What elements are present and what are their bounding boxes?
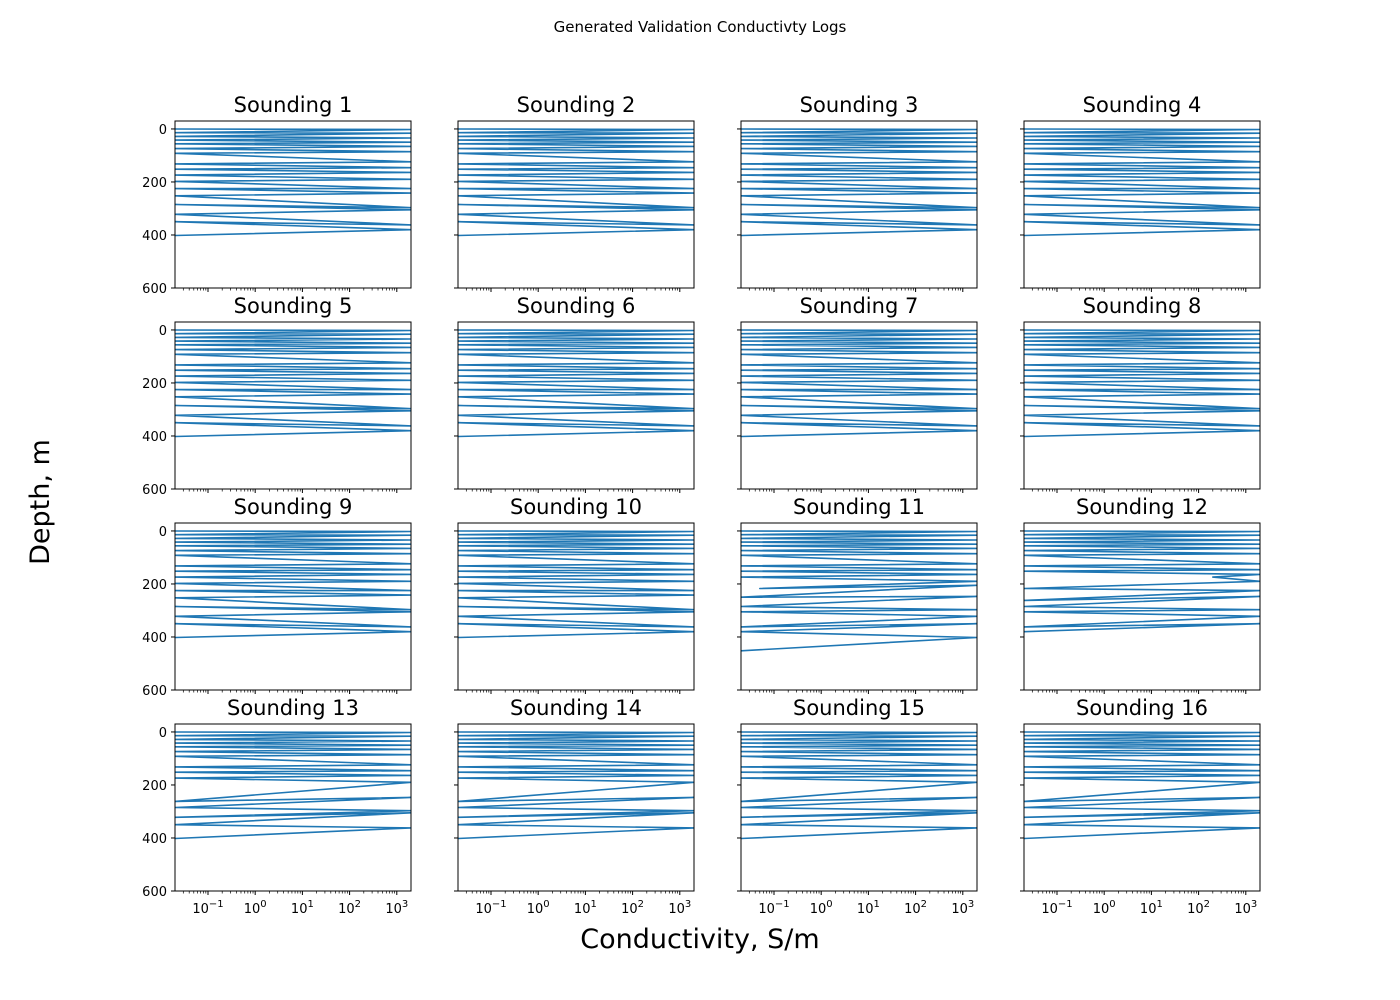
subplot-sounding-10: Sounding 10 — [454, 495, 695, 694]
panel-title-sounding-5: Sounding 5 — [234, 294, 353, 318]
subplot-sounding-6: Sounding 6 — [454, 294, 695, 493]
panel-title-sounding-10: Sounding 10 — [510, 495, 642, 519]
conductivity-log-line-sounding-3 — [741, 128, 977, 237]
subplot-sounding-5: Sounding 5 0 200 400 600 — [142, 294, 412, 498]
y-tick-label: 600 — [142, 483, 167, 498]
axes-frame-sounding-8 — [1023, 321, 1261, 490]
panel-title-sounding-2: Sounding 2 — [517, 93, 636, 117]
panel-title-sounding-15: Sounding 15 — [793, 696, 925, 720]
conductivity-log-line-sounding-4 — [1024, 128, 1260, 237]
y-tick-label: 600 — [142, 684, 167, 699]
axes-frame-sounding-6 — [457, 321, 695, 490]
x-axis-label: Conductivity, S/m — [580, 924, 819, 955]
conductivity-log-line-sounding-11 — [741, 530, 977, 652]
y-tick-label: 600 — [142, 282, 167, 297]
conductivity-log-line-sounding-9 — [175, 530, 411, 639]
y-tick-label: 200 — [142, 377, 167, 392]
panel-title-sounding-8: Sounding 8 — [1083, 294, 1202, 318]
subplot-sounding-1: Sounding 1 0 200 400 600 — [142, 93, 412, 297]
panel-title-sounding-12: Sounding 12 — [1076, 495, 1208, 519]
y-tick-label: 200 — [142, 578, 167, 593]
panel-title-sounding-14: Sounding 14 — [510, 696, 642, 720]
axes-frame-sounding-9 — [174, 522, 412, 691]
axes-frame-sounding-14 — [457, 723, 695, 892]
y-tick-label: 200 — [142, 779, 167, 794]
subplot-sounding-2: Sounding 2 — [454, 93, 695, 292]
axes-frame-sounding-10 — [457, 522, 695, 691]
panel-title-sounding-1: Sounding 1 — [234, 93, 353, 117]
axes-frame-sounding-1 — [174, 120, 412, 289]
y-tick-label: 0 — [159, 525, 167, 540]
conductivity-log-line-sounding-1 — [175, 128, 411, 237]
axes-frame-sounding-5 — [174, 321, 412, 490]
subplot-sounding-12: Sounding 12 — [1020, 495, 1261, 694]
panel-title-sounding-3: Sounding 3 — [800, 93, 919, 117]
conductivity-log-line-sounding-6 — [458, 329, 694, 438]
conductivity-log-line-sounding-8 — [1024, 329, 1260, 438]
axes-frame-sounding-7 — [740, 321, 978, 490]
panel-title-sounding-13: Sounding 13 — [227, 696, 359, 720]
conductivity-log-line-sounding-13 — [175, 731, 411, 840]
axes-frame-sounding-15 — [740, 723, 978, 892]
y-tick-label: 400 — [142, 430, 167, 445]
y-axis-label: Depth, m — [25, 439, 56, 565]
conductivity-log-line-sounding-10 — [458, 530, 694, 639]
y-tick-label: 0 — [159, 123, 167, 138]
conductivity-log-line-sounding-7 — [741, 329, 977, 438]
panel-title-sounding-4: Sounding 4 — [1083, 93, 1202, 117]
axes-frame-sounding-13 — [174, 723, 412, 892]
conductivity-log-line-sounding-2 — [458, 128, 694, 237]
panel-title-sounding-9: Sounding 9 — [234, 495, 353, 519]
figure-title: Generated Validation Conductivty Logs — [554, 18, 847, 36]
y-tick-label: 600 — [142, 885, 167, 900]
subplot-sounding-11: Sounding 11 — [737, 495, 978, 694]
y-tick-label: 0 — [159, 324, 167, 339]
subplot-sounding-8: Sounding 8 — [1020, 294, 1261, 493]
subplot-sounding-4: Sounding 4 — [1020, 93, 1261, 292]
conductivity-log-line-sounding-14 — [458, 731, 694, 840]
conductivity-log-line-sounding-5 — [175, 329, 411, 438]
panel-title-sounding-16: Sounding 16 — [1076, 696, 1208, 720]
y-tick-label: 200 — [142, 176, 167, 191]
subplot-sounding-3: Sounding 3 — [737, 93, 978, 292]
panel-title-sounding-7: Sounding 7 — [800, 294, 919, 318]
axes-frame-sounding-12 — [1023, 522, 1261, 691]
y-tick-label: 0 — [159, 726, 167, 741]
panel-title-sounding-11: Sounding 11 — [793, 495, 925, 519]
axes-frame-sounding-3 — [740, 120, 978, 289]
conductivity-log-line-sounding-15 — [741, 731, 977, 840]
axes-frame-sounding-16 — [1023, 723, 1261, 892]
y-tick-label: 400 — [142, 229, 167, 244]
subplot-sounding-9: Sounding 9 0 200 400 600 — [142, 495, 412, 699]
axes-frame-sounding-11 — [740, 522, 978, 691]
y-tick-label: 400 — [142, 631, 167, 646]
axes-frame-sounding-4 — [1023, 120, 1261, 289]
y-tick-label: 400 — [142, 832, 167, 847]
conductivity-log-line-sounding-16 — [1024, 731, 1260, 840]
subplot-sounding-7: Sounding 7 — [737, 294, 978, 493]
axes-frame-sounding-2 — [457, 120, 695, 289]
panel-title-sounding-6: Sounding 6 — [517, 294, 636, 318]
